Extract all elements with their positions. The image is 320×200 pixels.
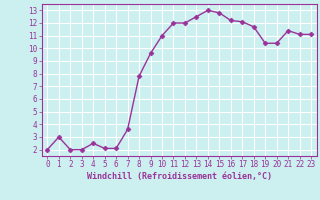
X-axis label: Windchill (Refroidissement éolien,°C): Windchill (Refroidissement éolien,°C) bbox=[87, 172, 272, 181]
